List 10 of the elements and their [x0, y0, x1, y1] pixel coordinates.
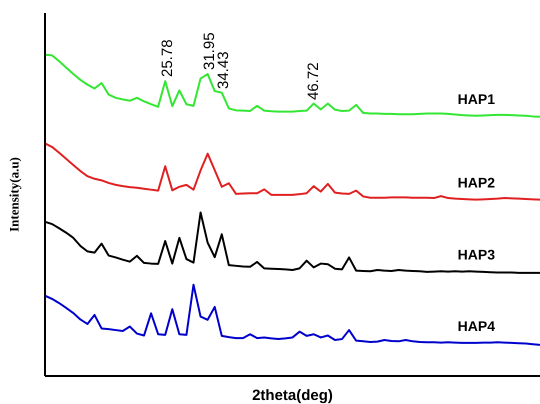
series-label: HAP3	[458, 246, 496, 263]
annotation: 46.72	[305, 62, 322, 100]
annotation: 31.95	[201, 32, 218, 70]
annotation: 34.43	[215, 51, 232, 89]
series-label: HAP4	[458, 318, 496, 334]
series-label: HAP2	[458, 174, 496, 191]
annotation: 25.78	[159, 39, 176, 77]
y-axis-title: Intensity(a.u)	[6, 157, 22, 232]
series-label: HAP1	[458, 90, 496, 107]
x-axis-title: 2theta(deg)	[252, 387, 333, 404]
